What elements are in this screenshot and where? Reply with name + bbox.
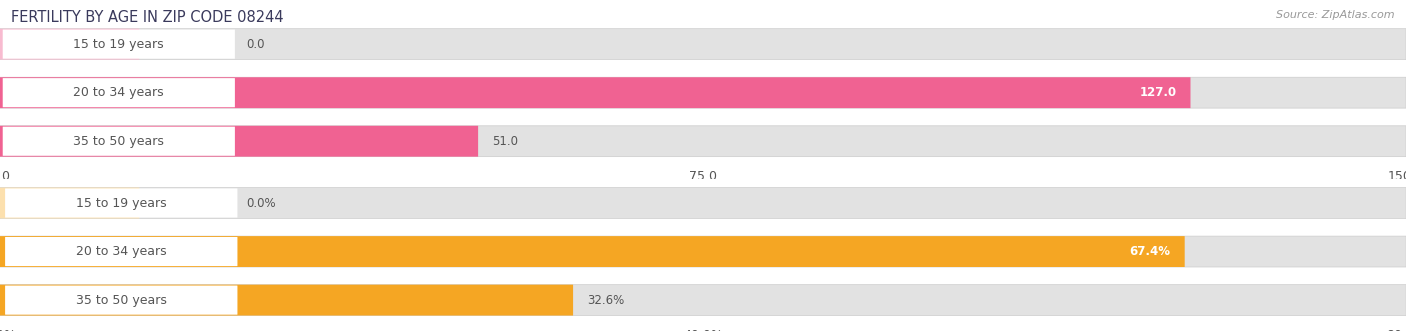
FancyBboxPatch shape (0, 285, 574, 315)
FancyBboxPatch shape (0, 29, 1406, 60)
FancyBboxPatch shape (0, 285, 1406, 315)
FancyBboxPatch shape (0, 188, 1406, 218)
Text: 67.4%: 67.4% (1129, 245, 1171, 258)
FancyBboxPatch shape (3, 29, 235, 59)
FancyBboxPatch shape (0, 236, 1406, 267)
FancyBboxPatch shape (0, 77, 1191, 108)
FancyBboxPatch shape (0, 188, 139, 218)
FancyBboxPatch shape (0, 236, 1185, 267)
FancyBboxPatch shape (6, 188, 238, 217)
FancyBboxPatch shape (6, 237, 238, 266)
Text: 15 to 19 years: 15 to 19 years (76, 197, 166, 210)
Text: 20 to 34 years: 20 to 34 years (76, 245, 166, 258)
FancyBboxPatch shape (6, 286, 238, 315)
Text: 127.0: 127.0 (1139, 86, 1177, 99)
FancyBboxPatch shape (0, 126, 478, 157)
FancyBboxPatch shape (0, 29, 139, 60)
Text: 35 to 50 years: 35 to 50 years (73, 135, 165, 148)
Text: 51.0: 51.0 (492, 135, 517, 148)
Text: 32.6%: 32.6% (588, 294, 624, 307)
Text: 20 to 34 years: 20 to 34 years (73, 86, 165, 99)
FancyBboxPatch shape (0, 77, 1406, 108)
Text: 0.0%: 0.0% (246, 197, 276, 210)
Text: 35 to 50 years: 35 to 50 years (76, 294, 167, 307)
FancyBboxPatch shape (3, 127, 235, 156)
Text: FERTILITY BY AGE IN ZIP CODE 08244: FERTILITY BY AGE IN ZIP CODE 08244 (11, 10, 284, 25)
Text: 15 to 19 years: 15 to 19 years (73, 38, 165, 51)
FancyBboxPatch shape (3, 78, 235, 107)
Text: 0.0: 0.0 (246, 38, 264, 51)
FancyBboxPatch shape (0, 126, 1406, 157)
Text: Source: ZipAtlas.com: Source: ZipAtlas.com (1277, 10, 1395, 20)
